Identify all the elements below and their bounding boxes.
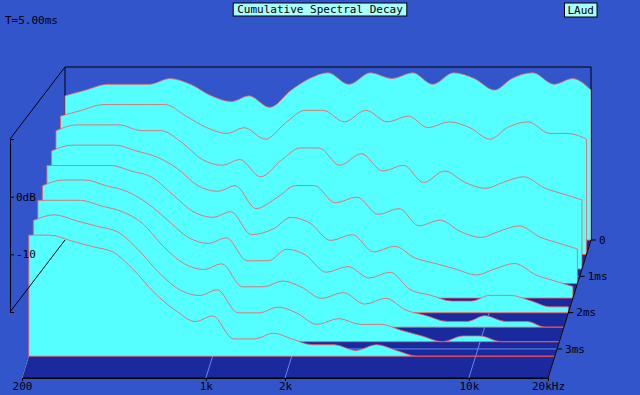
x-tick-label: 200 [13,380,33,393]
t-tick-mark [557,348,562,349]
x-tick-label: 10k [459,380,479,393]
t-tick: 2ms [568,306,596,319]
chart-root: -10 0dB 200 1k 2k 10k 20kHz 0 1ms 2ms 3ms Cumulativ… [0,0,640,395]
y-tick-label: -10 [16,248,36,261]
t-tick-mark [591,240,596,241]
x-tick: 10k [459,378,479,393]
y-axis: -10 0dB [10,140,36,313]
t-tick-label: 2ms [576,306,596,319]
y-tick-mark [10,254,14,255]
title-group: Cumulative Spectral Decay [233,3,407,16]
plot-area [29,73,591,356]
x-tick: 2k [279,378,293,393]
x-axis: 200 1k 2k 10k 20kHz [13,378,566,393]
badge: LAud [568,4,595,17]
x-tick-label: 1k [200,380,214,393]
y-tick: 0dB [10,191,36,204]
frame-edge [10,240,65,312]
t-tick-label: 0 [599,234,606,247]
frame-edge [10,67,65,139]
t-tick: 0 [591,234,606,247]
x-tick: 1k [200,378,214,393]
t-tick-mark [580,276,585,277]
t-tick: 3ms [557,343,585,356]
t-axis: 0 1ms 2ms 3ms [548,234,608,378]
title-box [233,3,407,16]
x-tick-label: 2k [279,380,293,393]
badge-group: LAud [565,3,598,17]
x-tick: 200 [13,378,33,393]
title: Cumulative Spectral Decay [237,3,403,16]
y-tick-mark [10,197,14,198]
decay-slice [29,235,555,356]
t-tick-label: 3ms [565,343,585,356]
annotation: T=5.00ms [5,14,58,27]
x-tick: 20kHz [532,378,565,393]
t-tick-label: 1ms [588,270,608,283]
t-tick: 1ms [580,270,608,283]
t-tick-mark [568,312,573,313]
y-tick-label: 0dB [16,191,36,204]
y-tick: -10 [10,248,36,261]
badge-box [565,3,598,17]
y-axis-line [11,140,15,313]
background [0,0,640,395]
x-tick-label: 20kHz [532,380,565,393]
chart-svg: -10 0dB 200 1k 2k 10k 20kHz 0 1ms 2ms 3ms Cumulativ… [0,0,640,395]
